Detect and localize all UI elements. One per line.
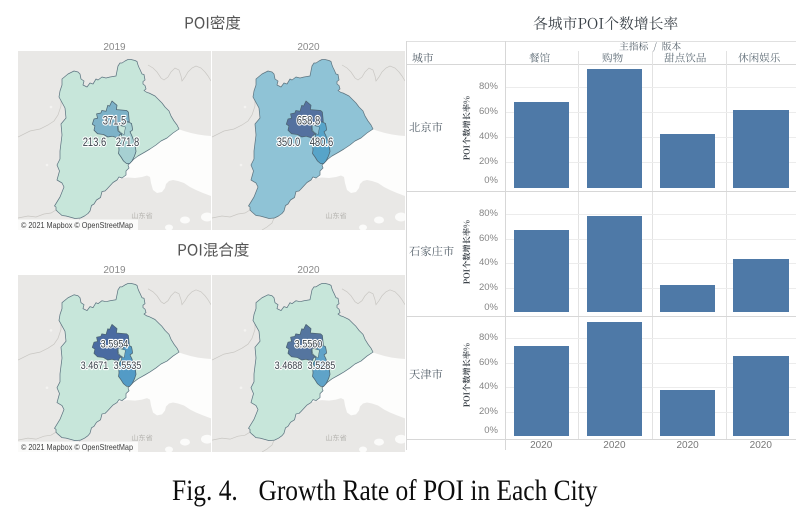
svg-text:3.5285: 3.5285 bbox=[308, 360, 336, 372]
svg-text:© 2021 Mapbox © OpenStreetMap: © 2021 Mapbox © OpenStreetMap bbox=[21, 221, 133, 230]
svg-text:480.6: 480.6 bbox=[310, 136, 334, 149]
svg-text:213.6: 213.6 bbox=[83, 136, 107, 149]
svg-text:350.0: 350.0 bbox=[277, 136, 301, 149]
svg-text:3.5560: 3.5560 bbox=[295, 339, 323, 351]
svg-text:3.5954: 3.5954 bbox=[101, 339, 129, 351]
svg-text:271.8: 271.8 bbox=[116, 136, 140, 149]
svg-text:3.4671: 3.4671 bbox=[81, 360, 109, 372]
svg-text:3.4688: 3.4688 bbox=[275, 360, 303, 372]
svg-text:371.5: 371.5 bbox=[103, 114, 127, 127]
svg-text:3.5535: 3.5535 bbox=[114, 360, 142, 372]
svg-text:658.8: 658.8 bbox=[297, 114, 321, 127]
svg-text:© 2021 Mapbox © OpenStreetMap: © 2021 Mapbox © OpenStreetMap bbox=[21, 443, 134, 452]
